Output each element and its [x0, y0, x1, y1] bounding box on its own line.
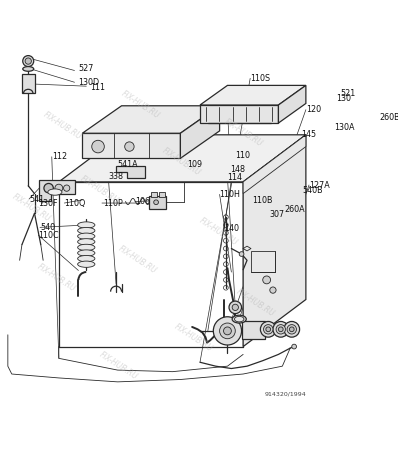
Text: 540B: 540B	[303, 186, 323, 195]
Text: 110C: 110C	[39, 231, 59, 240]
Circle shape	[260, 321, 276, 337]
Polygon shape	[180, 106, 220, 158]
Polygon shape	[200, 105, 279, 123]
Circle shape	[232, 304, 238, 310]
Circle shape	[289, 327, 294, 332]
Text: FIX-HUB.RU: FIX-HUB.RU	[79, 174, 121, 205]
Text: 540: 540	[40, 223, 55, 232]
Ellipse shape	[78, 256, 95, 262]
Polygon shape	[243, 135, 306, 346]
Ellipse shape	[78, 227, 95, 234]
Bar	[159, 192, 165, 197]
Text: 110B: 110B	[252, 196, 272, 205]
Circle shape	[23, 56, 34, 67]
Text: 109: 109	[187, 160, 202, 169]
Text: 110Q: 110Q	[64, 198, 86, 207]
Text: FIX-HUB.RU: FIX-HUB.RU	[160, 146, 202, 177]
Text: FIX-HUB.RU: FIX-HUB.RU	[120, 89, 161, 121]
Text: 260B: 260B	[380, 113, 398, 122]
Circle shape	[125, 142, 134, 151]
Circle shape	[276, 324, 285, 334]
Text: FIX-HUB.RU: FIX-HUB.RU	[235, 287, 277, 318]
Text: 130D: 130D	[78, 78, 100, 87]
Circle shape	[287, 324, 297, 334]
Text: 148: 148	[230, 165, 246, 174]
Text: 106: 106	[135, 197, 150, 206]
Circle shape	[25, 58, 31, 64]
Text: FIX-HUB.RU: FIX-HUB.RU	[198, 216, 239, 248]
Bar	[151, 192, 157, 197]
Text: 260A: 260A	[284, 205, 304, 214]
Text: FIX-HUB.RU: FIX-HUB.RU	[98, 351, 139, 382]
Circle shape	[292, 344, 297, 349]
Circle shape	[270, 287, 276, 293]
Ellipse shape	[78, 250, 95, 256]
Text: 145: 145	[301, 130, 316, 140]
Circle shape	[266, 327, 271, 332]
Ellipse shape	[78, 261, 95, 267]
Text: 111: 111	[90, 83, 105, 92]
Text: 130F: 130F	[39, 199, 58, 208]
Circle shape	[263, 276, 271, 284]
Circle shape	[220, 323, 235, 339]
Circle shape	[213, 317, 242, 345]
Ellipse shape	[48, 189, 62, 195]
Text: 521: 521	[340, 89, 356, 98]
Ellipse shape	[78, 222, 95, 228]
Text: FIX-HUB.RU: FIX-HUB.RU	[117, 245, 158, 276]
Ellipse shape	[23, 67, 34, 71]
Circle shape	[44, 184, 53, 193]
Ellipse shape	[232, 315, 246, 323]
Text: 110H: 110H	[220, 190, 240, 199]
Text: 127A: 127A	[309, 180, 330, 189]
Bar	[149, 196, 166, 208]
Polygon shape	[200, 86, 306, 105]
Circle shape	[273, 321, 289, 337]
Polygon shape	[59, 135, 306, 182]
Polygon shape	[82, 106, 220, 133]
Text: 527: 527	[78, 63, 94, 72]
Ellipse shape	[234, 316, 244, 322]
Text: 114: 114	[227, 173, 242, 182]
Circle shape	[263, 324, 273, 334]
Bar	[242, 321, 265, 339]
Text: FIX-HUB.RU: FIX-HUB.RU	[10, 192, 52, 223]
Text: 110S: 110S	[250, 74, 270, 83]
Polygon shape	[243, 135, 306, 194]
Text: FIX-HUB.RU: FIX-HUB.RU	[35, 262, 77, 294]
Ellipse shape	[78, 233, 95, 239]
Circle shape	[229, 301, 242, 314]
Ellipse shape	[78, 238, 95, 245]
Polygon shape	[39, 180, 74, 202]
Circle shape	[239, 252, 244, 256]
Circle shape	[154, 200, 158, 205]
Text: 914320/1994: 914320/1994	[264, 392, 306, 397]
Text: 541: 541	[29, 194, 44, 203]
Text: FIX-HUB.RU: FIX-HUB.RU	[173, 322, 215, 354]
Circle shape	[284, 321, 300, 337]
Circle shape	[224, 327, 231, 335]
Text: 112: 112	[52, 152, 67, 161]
Circle shape	[92, 140, 104, 153]
Text: 307: 307	[270, 210, 285, 219]
Polygon shape	[82, 133, 180, 158]
Bar	[22, 74, 35, 93]
Ellipse shape	[78, 244, 95, 251]
Polygon shape	[279, 86, 306, 123]
Circle shape	[64, 185, 70, 191]
Circle shape	[55, 184, 63, 192]
Text: 140: 140	[224, 224, 239, 233]
Circle shape	[279, 327, 283, 332]
Text: 110: 110	[235, 151, 250, 160]
Text: 338: 338	[108, 172, 123, 181]
Text: 120: 120	[306, 105, 321, 114]
Text: 130: 130	[336, 94, 351, 103]
Text: FIX-HUB.RU: FIX-HUB.RU	[42, 111, 83, 142]
Text: 110P: 110P	[103, 198, 123, 207]
Text: FIX-HUB.RU: FIX-HUB.RU	[222, 117, 264, 149]
Text: 130A: 130A	[334, 123, 355, 132]
Text: 541A: 541A	[118, 160, 138, 169]
Polygon shape	[116, 166, 145, 178]
